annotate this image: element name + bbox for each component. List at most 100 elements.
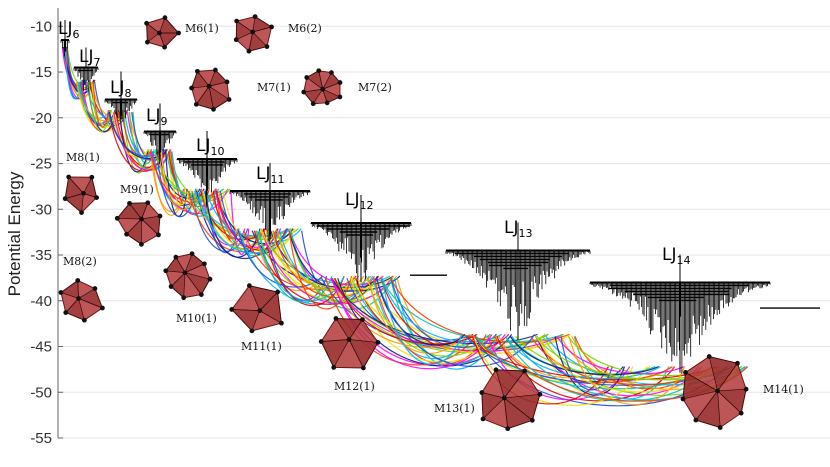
pathway-arc — [108, 112, 168, 160]
atom-dot — [529, 417, 535, 423]
polyhedron-edge — [141, 218, 159, 236]
atom-dot — [189, 85, 195, 91]
atom-dot — [479, 390, 485, 395]
cluster-labels: LJ6 LJ7 LJ8 LJ9 LJ10 LJ11 LJ12 LJ13 LJ14 — [58, 19, 691, 267]
polyhedron-edge — [175, 257, 186, 273]
atom-dot — [145, 39, 150, 45]
structure-label: M6(2) — [288, 22, 322, 35]
pathway-arc — [375, 278, 536, 368]
atom-dot — [75, 278, 81, 283]
pathway-arc — [128, 112, 158, 171]
pathway-arc — [390, 277, 570, 344]
atom-dot — [201, 261, 207, 267]
atom-dot — [114, 215, 120, 221]
cluster-label-lj14: LJ14 — [662, 245, 691, 267]
disconnectivity-trees — [60, 20, 820, 374]
y-tick-label: -35 — [30, 247, 52, 264]
y-tick-label: -10 — [30, 18, 52, 35]
atom-dot — [683, 370, 688, 375]
polyhedron-facet — [208, 85, 230, 110]
atom-dot — [63, 310, 69, 315]
structure-label: M7(2) — [358, 81, 392, 94]
cluster-label-lj7: LJ7 — [79, 47, 101, 69]
polyhedron-edge — [231, 309, 260, 312]
polyhedron-face — [191, 69, 230, 110]
atom-dot — [331, 365, 337, 370]
atom-dot — [316, 68, 322, 74]
cluster-label-lj11: LJ11 — [256, 164, 285, 186]
atom-dot — [163, 268, 169, 274]
atom-dot — [182, 270, 188, 276]
y-tick-label: -15 — [30, 64, 52, 81]
polyhedron-facet — [116, 202, 143, 220]
y-tick-label: -20 — [30, 110, 52, 127]
atom-dot — [213, 67, 218, 73]
atom-dot — [346, 337, 352, 342]
structure-m71: M7(1) — [189, 67, 291, 112]
polyhedron-edge — [685, 372, 718, 392]
polyhedron-edge — [717, 390, 742, 414]
atom-dot — [505, 426, 511, 432]
pathway-arcs — [61, 47, 749, 407]
atom-dot — [234, 18, 240, 24]
atom-dot — [145, 200, 151, 206]
polyhedron-edge — [77, 280, 79, 299]
pathway-arc — [560, 336, 613, 391]
y-tick-label: -50 — [30, 384, 52, 401]
atom-dot — [249, 328, 255, 334]
structure-m141: M14(1) — [680, 354, 804, 430]
atom-dot — [66, 174, 72, 180]
atom-dot — [360, 365, 366, 371]
atom-dot — [81, 317, 87, 323]
polyhedron-edge — [252, 26, 272, 33]
polyhedron-edge — [68, 176, 84, 194]
polyhedron-edge — [321, 339, 350, 342]
atom-dot — [62, 196, 68, 202]
structure-m61: M6(1) — [144, 15, 219, 50]
tree-lj14 — [589, 254, 771, 374]
atom-dot — [275, 289, 281, 295]
atom-dot — [168, 284, 174, 289]
atom-dot — [269, 24, 274, 30]
y-axis: Potential Energy -10 -15 -20 -25 -30 -35 -40 -4… — [5, 8, 63, 447]
pathway-arc — [276, 230, 365, 292]
atom-dot — [252, 14, 258, 19]
atom-dot — [264, 44, 270, 49]
atom-dot — [318, 339, 324, 344]
atom-dot — [738, 410, 744, 416]
tree-lj7 — [73, 47, 99, 91]
polyhedron-edge — [65, 298, 79, 313]
structure-m131: M13(1) — [434, 367, 543, 432]
structure-label: M14(1) — [763, 383, 804, 396]
y-tick-label: -45 — [30, 339, 52, 356]
pathway-arc — [505, 336, 661, 379]
atom-dot — [329, 70, 334, 75]
atom-dot — [250, 29, 256, 35]
structure-m62: M6(2) — [233, 14, 322, 54]
atom-dot — [337, 80, 343, 85]
atom-dot — [76, 296, 81, 301]
cluster-label-lj12: LJ12 — [345, 190, 374, 212]
polyhedron-edge — [503, 370, 525, 399]
structure-label: M12(1) — [334, 380, 375, 393]
y-tick-label: -25 — [30, 156, 52, 173]
pathway-arc — [124, 112, 157, 158]
pathway-arc — [381, 278, 463, 365]
atom-dot — [181, 295, 187, 301]
y-axis-label: Potential Energy — [5, 171, 24, 296]
pathway-arc — [288, 230, 353, 310]
pathway-arc — [372, 278, 470, 360]
structure-label: M7(1) — [257, 81, 291, 94]
atom-dot — [157, 213, 163, 219]
atom-dot — [94, 195, 99, 200]
polyhedron-edge — [695, 390, 718, 421]
atom-dot — [206, 83, 212, 89]
atom-dot — [320, 86, 326, 92]
tree-lj12 — [310, 195, 412, 285]
structure-label: M8(2) — [63, 255, 97, 268]
pathway-arc — [367, 278, 463, 354]
structure-label: M10(1) — [176, 312, 217, 325]
pathway-arc — [185, 190, 292, 238]
y-tick-label: -55 — [30, 430, 52, 447]
atom-dot — [156, 30, 162, 36]
